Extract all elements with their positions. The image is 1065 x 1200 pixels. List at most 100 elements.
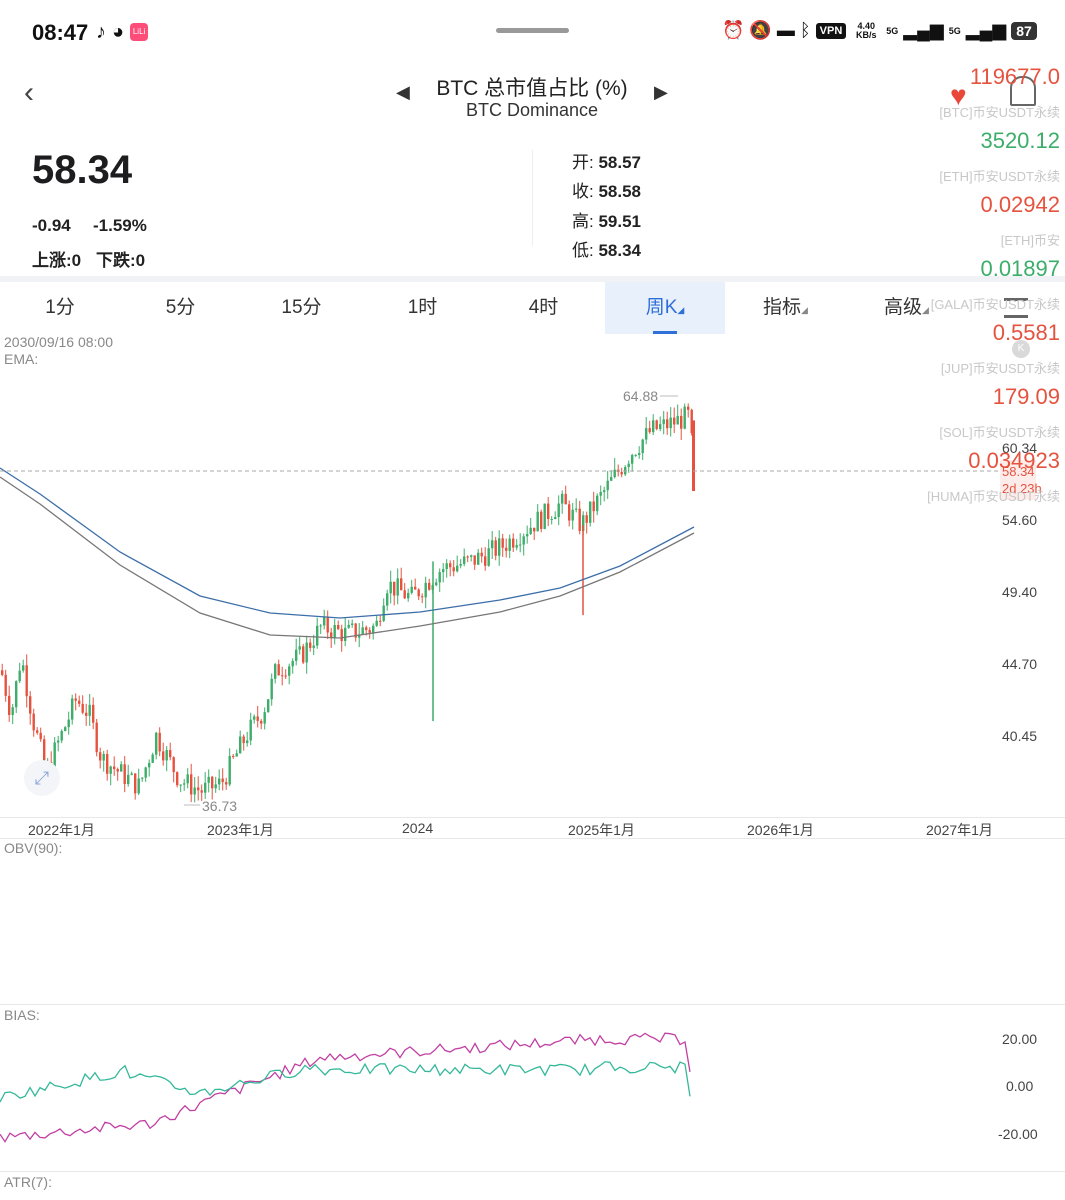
ticker-price[interactable]: 119677.0 [969, 64, 1060, 89]
k-badge-icon[interactable]: K [1012, 340, 1030, 358]
candle-body [239, 736, 242, 754]
candle-body [515, 545, 518, 548]
notification-icons: ♪ ◕ LiLi [96, 20, 149, 44]
ticker-symbol: [JUP]币安USDT永续 [940, 361, 1060, 376]
candle-body [134, 773, 137, 794]
candle-body [330, 632, 333, 639]
drag-handle[interactable] [496, 28, 569, 33]
candle-body [39, 732, 42, 740]
candle-body [186, 774, 189, 784]
ticker-symbol: [BTC]币安USDT永续 [939, 105, 1060, 120]
candle-body [550, 518, 553, 520]
chart-settings-icon[interactable] [1004, 298, 1028, 318]
active-tab-indicator [653, 331, 677, 334]
ticker-price[interactable]: 0.02942 [980, 192, 1060, 217]
obv-label: OBV(90): [4, 840, 63, 856]
ticker-symbol: [ETH]币安 [1000, 233, 1060, 248]
tab-advanced[interactable]: 高级◢ [884, 297, 929, 318]
x-tick-2026: 2026年1月 [747, 822, 814, 838]
page-title: BTC 总市值占比 (%) [436, 77, 628, 100]
network-speed: 4.40 KB/s [856, 20, 877, 40]
signal-bars-icon-2: ▂▄▆ [965, 20, 1007, 40]
candle-body [218, 778, 221, 785]
high-row: 高: 59.51 [572, 212, 642, 231]
obv-divider [0, 838, 1065, 839]
candle-body [123, 764, 126, 785]
candle-body [127, 774, 130, 785]
x-tick-2027: 2027年1月 [926, 822, 993, 838]
candle-body [11, 707, 14, 715]
candle-body [207, 776, 210, 783]
x-tick-2025: 2025年1月 [568, 822, 635, 838]
candle-body [165, 750, 168, 761]
fullscreen-expand-icon[interactable]: ⤢ [24, 760, 60, 796]
favorite-heart-icon[interactable]: ♥ [950, 80, 967, 111]
bias-tick-20: 20.00 [1002, 1031, 1038, 1047]
candle-body [606, 480, 609, 491]
candle-body [18, 670, 21, 682]
ticker-symbol: [HUMA]币安USDT永续 [927, 489, 1060, 504]
tab-15m[interactable]: 15分 [281, 297, 322, 318]
tab-4h[interactable]: 4时 [528, 297, 559, 318]
candle-body [389, 581, 392, 594]
candle-body [585, 515, 588, 523]
candle-body [459, 563, 462, 566]
battery-indicator: 87 [1011, 21, 1037, 40]
ticker-price[interactable]: 0.034923 [968, 448, 1060, 473]
x-tick-2022: 2022年1月 [28, 822, 95, 838]
divider [532, 150, 533, 246]
candle-body [267, 699, 270, 713]
candle-body [508, 538, 511, 551]
bell-icon[interactable] [1010, 76, 1036, 106]
candle-body [536, 511, 539, 532]
candle-body [43, 739, 46, 764]
candle-body [29, 696, 32, 714]
candle-body [680, 415, 683, 429]
candle-body [484, 556, 487, 566]
back-arrow-icon[interactable]: ‹ [24, 76, 34, 109]
candle-body [575, 508, 578, 510]
y-tick-40: 40.45 [1002, 728, 1038, 744]
candle-body [666, 419, 669, 429]
candle-body [176, 772, 179, 786]
candle-body [361, 627, 364, 635]
candle-body [256, 716, 259, 721]
next-symbol-icon[interactable]: ▶ [654, 82, 668, 102]
tab-weekly[interactable]: 周K◢ [605, 282, 725, 334]
candle-body [526, 533, 529, 537]
x-tick-2024: 2024 [402, 820, 434, 836]
kline-chart[interactable] [0, 334, 1065, 1200]
tab-indicators[interactable]: 指标◢ [763, 297, 808, 318]
candle-body [522, 536, 525, 545]
candle-body [326, 616, 329, 633]
candle-body [487, 548, 490, 566]
bluetooth-icon: ᛒ [799, 20, 811, 40]
candle-body [445, 563, 448, 570]
tab-1h[interactable]: 1时 [407, 297, 438, 318]
tab-1m[interactable]: 1分 [45, 297, 75, 318]
candle-body [344, 627, 347, 642]
prev-symbol-icon[interactable]: ◀ [396, 82, 410, 102]
ticker-price[interactable]: 3520.12 [980, 128, 1060, 153]
candle-body [302, 646, 305, 663]
candlesticks [1, 403, 695, 803]
candle-body [316, 625, 319, 646]
low-row: 低: 58.34 [572, 241, 642, 260]
candle-body [662, 419, 665, 425]
candle-body [613, 469, 616, 478]
ticker-price[interactable]: 0.01897 [980, 256, 1060, 281]
candle-body [277, 664, 280, 676]
candle-body [214, 784, 217, 789]
candle-body [288, 666, 291, 676]
tab-5m[interactable]: 5分 [165, 297, 196, 318]
status-bar: 08:47 ♪ ◕ LiLi ⏰ 🔕 ▬ ᛒ VPN 4.40 KB/s 5G ▂▄… [0, 0, 1065, 64]
candle-body [81, 703, 84, 713]
candle-body [568, 504, 571, 521]
ticker-price[interactable]: 0.5581 [992, 320, 1060, 345]
ticker-price[interactable]: 179.09 [992, 384, 1060, 409]
candle-body [4, 674, 7, 696]
atr-label: ATR(7): [4, 1174, 52, 1190]
candle-body [85, 712, 88, 716]
candle-body [372, 625, 375, 633]
bias-line-1 [0, 1032, 691, 1143]
